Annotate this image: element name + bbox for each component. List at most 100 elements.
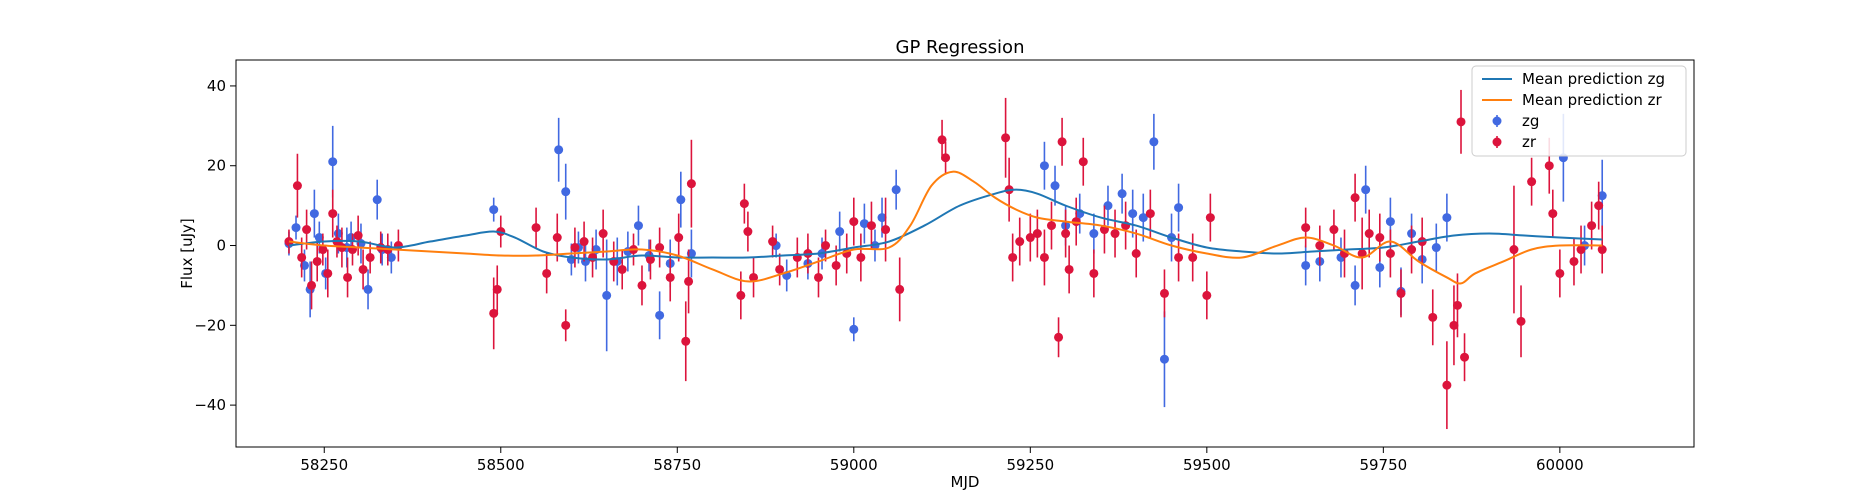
y-tick-label: 0 <box>216 237 226 255</box>
x-tick-label: 59500 <box>1183 456 1231 474</box>
data-point-zg <box>1361 185 1371 195</box>
data-point-zg <box>602 290 612 300</box>
data-point-zr <box>1057 137 1067 147</box>
x-tick-label: 59250 <box>1006 456 1054 474</box>
data-point-zr <box>1110 229 1120 239</box>
data-point-zg <box>386 252 396 262</box>
data-point-zr <box>637 280 647 290</box>
y-tick-label: 40 <box>207 77 226 95</box>
data-point-zr <box>292 181 302 191</box>
data-point-zr <box>1039 252 1049 262</box>
data-point-zr <box>1202 290 1212 300</box>
data-point-zr <box>1001 133 1011 143</box>
line-mean-prediction-zr <box>288 170 1603 285</box>
data-point-zg <box>1117 189 1127 199</box>
data-point-zr <box>1428 312 1438 322</box>
data-point-zg <box>1089 229 1099 239</box>
data-point-zr <box>866 221 876 231</box>
y-tick-label: 20 <box>207 157 226 175</box>
data-point-zr <box>1509 245 1519 255</box>
data-point-zr <box>849 217 859 227</box>
data-point-zr <box>552 233 562 243</box>
data-point-zr <box>1145 209 1155 219</box>
data-point-zr <box>353 231 363 241</box>
legend: Mean prediction zg Mean prediction zr zg zr <box>1471 65 1687 157</box>
data-point-zr <box>1054 332 1064 342</box>
data-point-zr <box>1456 117 1466 127</box>
y-tick-label: −40 <box>194 396 226 414</box>
data-point-zr <box>941 153 951 163</box>
legend-entry-label: Mean prediction zg <box>1522 70 1665 88</box>
data-point-zg <box>489 205 499 215</box>
data-point-zr <box>489 308 499 318</box>
data-point-zr <box>1569 256 1579 266</box>
data-point-zr <box>531 223 541 233</box>
data-point-zr <box>1064 264 1074 274</box>
y-axis: −40 −20 0 20 40 <box>194 77 236 414</box>
data-point-zr <box>1061 229 1071 239</box>
data-point-zr <box>881 225 891 235</box>
data-point-zg <box>1174 203 1184 213</box>
data-point-zr <box>665 272 675 282</box>
data-point-zr <box>617 264 627 274</box>
data-point-zg <box>633 221 643 231</box>
data-point-zg <box>1050 181 1060 191</box>
x-tick-label: 59000 <box>830 456 878 474</box>
legend-box <box>1471 65 1687 157</box>
data-point-zr <box>743 227 753 237</box>
data-point-zr <box>749 272 759 282</box>
data-point-zr <box>1188 252 1198 262</box>
data-point-zr <box>1587 221 1597 231</box>
data-point-zr <box>775 264 785 274</box>
data-point-zr <box>736 290 746 300</box>
data-point-zr <box>1159 288 1169 298</box>
data-point-zg <box>1149 137 1159 147</box>
data-point-zg <box>1442 213 1452 223</box>
data-point-zr <box>1396 288 1406 298</box>
line-mean-prediction-zg <box>288 188 1603 261</box>
data-point-zr <box>1329 225 1339 235</box>
data-point-zr <box>365 252 375 262</box>
data-point-zr <box>813 272 823 282</box>
data-point-zr <box>1350 193 1360 203</box>
legend-marker-swatch <box>1492 137 1502 147</box>
data-point-zr <box>674 233 684 243</box>
data-point-zr <box>1527 177 1537 187</box>
data-point-zr <box>1174 252 1184 262</box>
data-point-zr <box>1544 161 1554 171</box>
data-point-zr <box>655 243 665 253</box>
data-point-zg <box>1385 217 1395 227</box>
data-point-zr <box>1597 245 1607 255</box>
data-point-zr <box>831 260 841 270</box>
data-point-zg <box>1375 262 1385 272</box>
data-point-zr <box>1301 223 1311 233</box>
data-point-zr <box>1032 229 1042 239</box>
data-point-zr <box>312 256 322 266</box>
data-point-zr <box>1442 380 1452 390</box>
data-point-zr <box>598 229 608 239</box>
data-point-zr <box>1364 229 1374 239</box>
data-point-zr <box>358 264 368 274</box>
data-point-zg <box>561 187 571 197</box>
data-point-zr <box>895 284 905 294</box>
data-point-zg <box>346 233 356 243</box>
data-point-zr <box>1375 233 1385 243</box>
data-point-zr <box>1205 213 1215 223</box>
data-point-zr <box>739 199 749 209</box>
data-point-zr <box>297 252 307 262</box>
series-zr <box>284 89 1607 430</box>
x-tick-label: 58500 <box>477 456 525 474</box>
data-point-zr <box>684 276 694 286</box>
data-point-zr <box>328 209 338 219</box>
data-point-zr <box>821 241 831 251</box>
data-point-zg <box>363 284 373 294</box>
data-point-zg <box>372 195 382 205</box>
data-point-zr <box>323 268 333 278</box>
data-point-zg <box>655 310 665 320</box>
data-point-zr <box>492 284 502 294</box>
data-point-zr <box>318 245 328 255</box>
data-point-zr <box>1449 320 1459 330</box>
data-point-zr <box>1078 157 1088 167</box>
data-point-zg <box>1431 243 1441 253</box>
